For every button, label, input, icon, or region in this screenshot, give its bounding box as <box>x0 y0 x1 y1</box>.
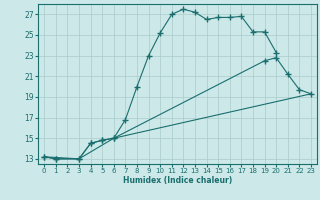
X-axis label: Humidex (Indice chaleur): Humidex (Indice chaleur) <box>123 176 232 185</box>
